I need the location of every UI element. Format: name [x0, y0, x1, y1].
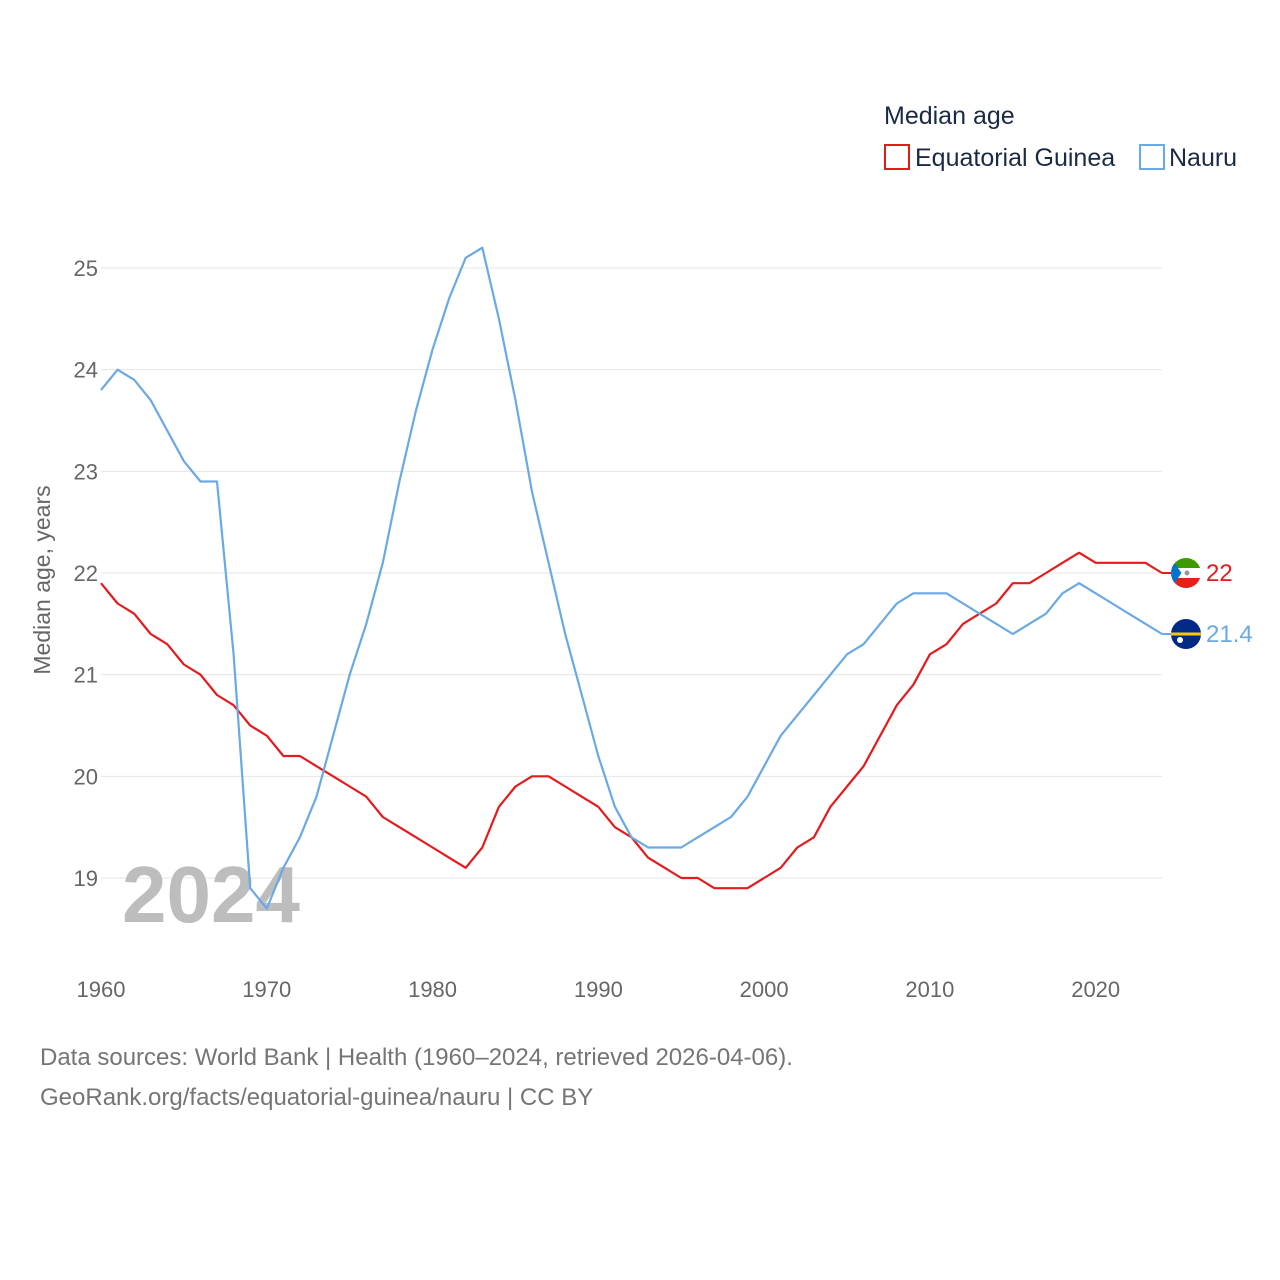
y-tick-label: 24 — [74, 358, 98, 383]
footer-source-link[interactable]: GeoRank.org/facts/equatorial-guinea/naur… — [40, 1084, 594, 1111]
y-tick-label: 25 — [74, 256, 98, 281]
flag-icon-equatorial-guinea — [1171, 558, 1201, 588]
series-lines — [100, 246, 1163, 910]
end-value-label-equatorial-guinea: 22 — [1206, 560, 1233, 587]
year-watermark: 2024 — [122, 850, 300, 939]
y-tick-label: 22 — [74, 561, 98, 586]
x-tick-label: 1970 — [242, 977, 291, 1002]
series-end-markers: 22 21.4 — [1162, 558, 1253, 649]
legend-swatch-nauru — [1139, 144, 1165, 170]
legend-item-equatorial-guinea[interactable]: Equatorial Guinea — [884, 144, 1115, 172]
flag-icon-nauru — [1171, 619, 1201, 649]
legend: Median age Equatorial Guinea Nauru — [884, 102, 1237, 172]
legend-title: Median age — [884, 102, 1015, 130]
x-tick-label: 2000 — [740, 977, 789, 1002]
y-tick-label: 21 — [74, 663, 98, 688]
legend-swatch-equatorial-guinea — [884, 144, 910, 170]
x-tick-label: 2010 — [905, 977, 954, 1002]
y-tick-label: 23 — [74, 459, 98, 484]
y-axis-label: Median age, years — [29, 485, 55, 674]
end-value-label-nauru: 21.4 — [1206, 621, 1253, 648]
footer-data-sources: Data sources: World Bank | Health (1960–… — [40, 1044, 793, 1071]
legend-label-nauru: Nauru — [1169, 144, 1237, 172]
median-age-chart: 19 20 21 22 23 24 25 1960 1970 1980 1990 2000 2010 2… — [29, 102, 1253, 1002]
x-tick-label: 1980 — [408, 977, 457, 1002]
y-tick-label: 19 — [74, 866, 98, 891]
x-tick-label: 2020 — [1071, 977, 1120, 1002]
legend-item-nauru[interactable]: Nauru — [1139, 144, 1237, 172]
x-axis-ticks: 1960 1970 1980 1990 2000 2010 2020 — [77, 977, 1121, 1002]
y-tick-label: 20 — [74, 764, 98, 789]
series-line-nauru — [100, 246, 1163, 910]
x-tick-label: 1990 — [574, 977, 623, 1002]
x-tick-label: 1960 — [77, 977, 126, 1002]
y-axis-ticks: 19 20 21 22 23 24 25 — [74, 256, 98, 891]
legend-label-equatorial-guinea: Equatorial Guinea — [915, 144, 1115, 172]
grid-lines — [101, 267, 1162, 879]
